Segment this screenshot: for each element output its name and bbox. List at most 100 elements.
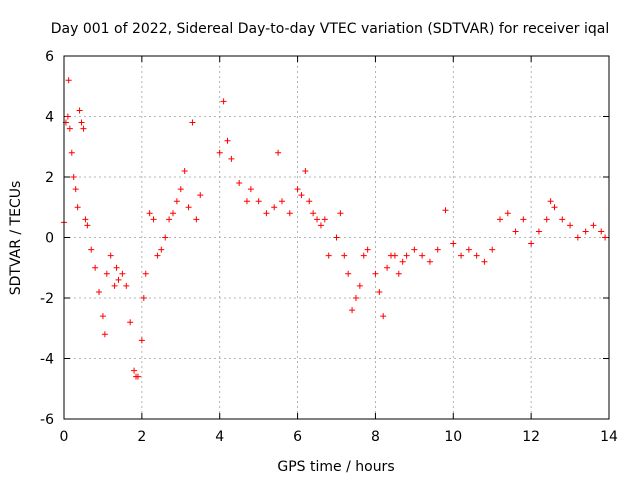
data-point (115, 276, 122, 283)
data-point (403, 252, 410, 259)
y-tick-label: 4 (45, 110, 54, 126)
data-point (512, 228, 519, 235)
data-point (64, 113, 71, 120)
data-point (543, 216, 550, 223)
data-point (294, 186, 301, 193)
data-point (255, 198, 262, 205)
x-tick-label: 10 (444, 429, 462, 445)
data-point (99, 313, 106, 320)
data-point (360, 252, 367, 259)
y-tick-label: 2 (45, 170, 54, 186)
data-point (134, 373, 141, 380)
data-point (356, 282, 363, 289)
data-point (473, 252, 480, 259)
y-tick-label: -2 (40, 291, 54, 307)
data-point (275, 149, 282, 156)
data-point (82, 216, 89, 223)
data-point (80, 125, 87, 132)
data-point (193, 216, 200, 223)
data-point (345, 270, 352, 277)
data-point (72, 186, 79, 193)
data-point (489, 246, 496, 253)
data-point (119, 270, 126, 277)
data-point (68, 149, 75, 156)
x-tick-label: 12 (522, 429, 540, 445)
data-point (177, 186, 184, 193)
data-point (321, 216, 328, 223)
data-point (465, 246, 472, 253)
grid-lines (64, 56, 609, 419)
data-point (481, 258, 488, 265)
data-point (551, 204, 558, 211)
data-point (349, 307, 356, 314)
data-point (302, 167, 309, 174)
data-point (520, 216, 527, 223)
data-point (127, 319, 134, 326)
x-tick-label: 2 (137, 429, 146, 445)
data-point (337, 210, 344, 217)
data-points (61, 77, 609, 380)
data-point (158, 246, 165, 253)
data-point (567, 222, 574, 229)
data-point (298, 192, 305, 199)
data-point (76, 107, 83, 114)
data-point (154, 252, 161, 259)
data-point (590, 222, 597, 229)
chart-title: Day 001 of 2022, Sidereal Day-to-day VTE… (51, 21, 609, 37)
data-point (197, 192, 204, 199)
data-point (111, 282, 118, 289)
data-point (372, 270, 379, 277)
data-point (426, 258, 433, 265)
data-point (243, 198, 250, 205)
data-point (314, 216, 321, 223)
data-point (395, 270, 402, 277)
data-point (317, 222, 324, 229)
data-point (66, 125, 73, 132)
data-point (325, 252, 332, 259)
data-point (216, 149, 223, 156)
data-point (380, 313, 387, 320)
data-point (384, 264, 391, 271)
data-point (411, 246, 418, 253)
data-point (582, 228, 589, 235)
data-point (88, 246, 95, 253)
data-point (236, 180, 243, 187)
x-axis-label: GPS time / hours (277, 459, 394, 475)
data-point (376, 288, 383, 295)
data-point (142, 270, 149, 277)
data-point (138, 337, 145, 344)
x-tick-label: 6 (293, 429, 302, 445)
data-point (228, 155, 235, 162)
data-point (65, 77, 72, 84)
data-point (96, 288, 103, 295)
data-point (224, 137, 231, 144)
data-point (162, 234, 169, 241)
data-point (150, 216, 157, 223)
data-point (399, 258, 406, 265)
data-point (247, 186, 254, 193)
data-point (528, 240, 535, 247)
data-point (306, 198, 313, 205)
data-point (458, 252, 465, 259)
data-point (131, 367, 138, 374)
data-point (181, 167, 188, 174)
data-point (170, 210, 176, 217)
data-point (574, 234, 581, 241)
data-point (602, 234, 609, 241)
x-tick-label: 4 (215, 429, 224, 445)
data-point (419, 252, 426, 259)
data-point (101, 331, 108, 338)
y-tick-label: -6 (40, 412, 54, 428)
data-point (547, 198, 554, 205)
data-point (78, 119, 85, 126)
data-point (140, 295, 147, 301)
y-tick-label: -4 (40, 352, 54, 368)
data-point (504, 210, 511, 217)
data-point (70, 174, 77, 180)
data-point (286, 210, 293, 217)
x-tick-label: 8 (371, 429, 380, 445)
data-point (220, 98, 227, 105)
data-point (92, 264, 99, 271)
data-point (535, 228, 542, 235)
